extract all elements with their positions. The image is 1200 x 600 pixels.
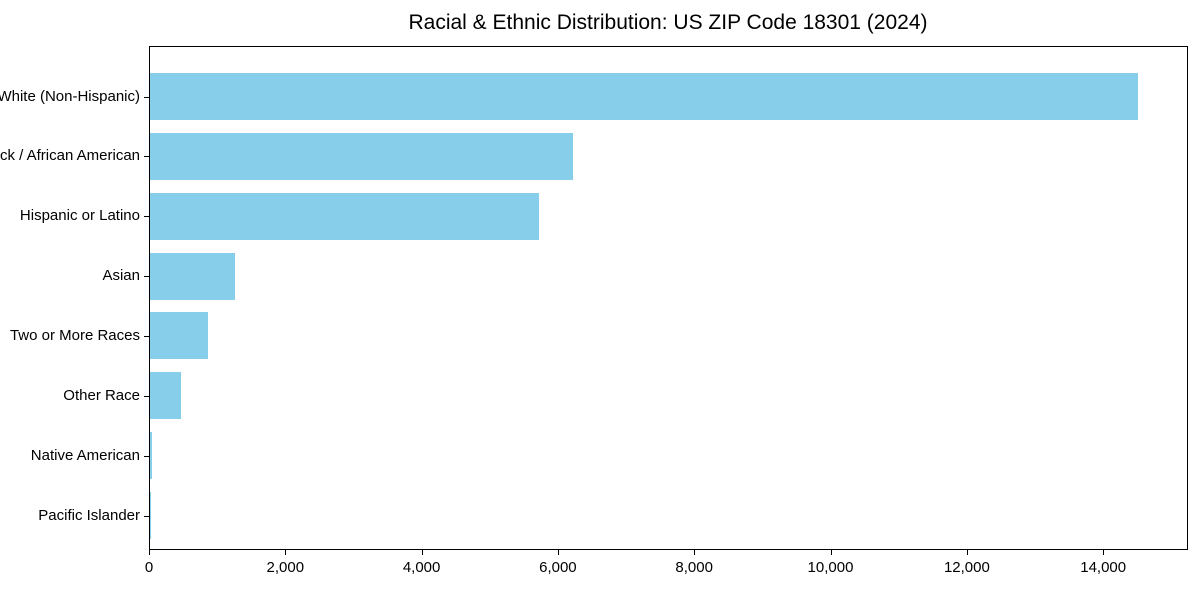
y-axis-tick <box>144 515 149 517</box>
x-axis-label: 6,000 <box>539 559 577 576</box>
y-axis-label: Two or More Races <box>9 326 140 344</box>
y-axis-tick <box>144 335 149 337</box>
bar <box>150 372 181 420</box>
y-axis-tick <box>144 455 149 457</box>
y-axis-tick <box>144 276 149 278</box>
bar <box>150 252 236 300</box>
x-axis-tick <box>1103 550 1105 555</box>
y-axis-label: White (Non-Hispanic) <box>0 87 140 105</box>
y-axis-label: Pacific Islander <box>38 506 140 524</box>
x-axis-tick <box>830 550 832 555</box>
x-axis-label: 14,000 <box>1080 559 1127 576</box>
x-axis-label: 8,000 <box>675 559 713 576</box>
x-axis-label: 2,000 <box>266 559 305 576</box>
bar <box>150 491 151 539</box>
x-axis-label: 0 <box>144 559 154 576</box>
y-axis-label: Black / African American <box>0 147 140 165</box>
bar <box>150 132 573 180</box>
y-axis-tick <box>144 96 149 98</box>
y-axis-label: Native American <box>30 446 140 464</box>
bar <box>150 312 208 360</box>
x-axis-tick <box>966 550 968 555</box>
bar <box>150 192 539 240</box>
plot-area <box>149 46 1188 550</box>
x-axis-tick <box>421 550 423 555</box>
y-axis-label: Hispanic or Latino <box>19 207 140 225</box>
x-axis-tick <box>557 550 559 555</box>
bar <box>150 73 1139 120</box>
y-axis-label: Other Race <box>63 386 140 404</box>
y-axis-tick <box>144 156 149 158</box>
bar <box>150 432 152 480</box>
y-axis-tick <box>144 216 149 218</box>
x-axis-tick <box>149 550 150 555</box>
x-axis-label: 4,000 <box>402 559 441 576</box>
chart-title: Racial & Ethnic Distribution: US ZIP Cod… <box>408 11 928 34</box>
x-axis-tick <box>694 550 696 555</box>
x-axis-label: 10,000 <box>807 559 854 576</box>
x-axis-label: 12,000 <box>943 559 990 576</box>
y-axis-tick <box>144 395 149 397</box>
x-axis-tick <box>285 550 287 555</box>
y-axis-label: Asian <box>102 267 140 285</box>
